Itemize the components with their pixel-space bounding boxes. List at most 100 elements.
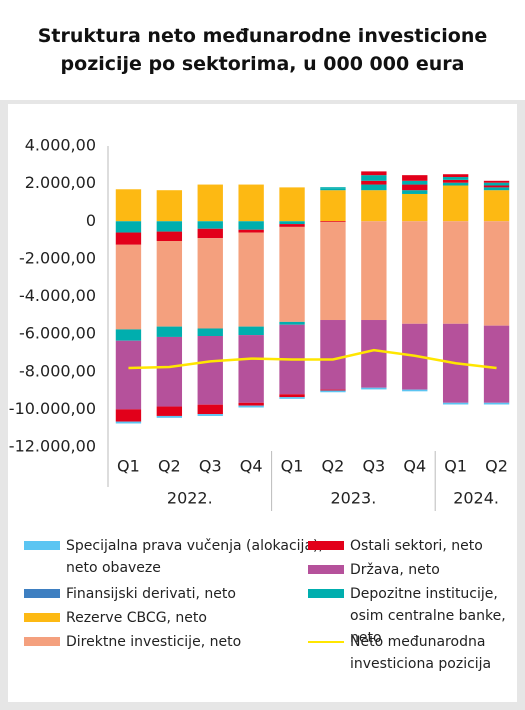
bar-segment [238,405,264,408]
bar-segment [156,326,183,337]
bar-segment [156,415,183,418]
bar-segment [483,180,510,183]
bar-segment [320,390,346,393]
y-tick-label: -2.000,00 [19,248,96,267]
bar-segment [402,175,428,181]
plot-panel: 4.000,00 2.000,00 0 -2.000,00 -4.000,00 -6.00… [8,104,517,702]
y-tick-label: 0 [86,211,96,230]
y-tick-label: -12.000,00 [9,437,96,456]
x-tick-label: Q1 [117,457,140,476]
x-tick-label: Q2 [158,457,181,476]
legend-label: Država, neto [350,562,440,578]
bar-segment [197,414,223,416]
bar-segment [361,320,387,388]
bar-segment [197,238,223,329]
legend-label: Ostali sektori, neto [350,538,483,554]
legend-label: Neto međunarodna investiciona pozicija [350,634,492,672]
bar-segment [402,190,428,194]
bar-segment [156,336,183,407]
legend-label: Direktne investicije, neto [66,634,242,650]
bar-segment [238,335,264,403]
x-tick-label: Q2 [485,457,508,476]
plot: 4.000,00 2.000,00 0 -2.000,00 -4.000,00 -6.00… [9,136,510,511]
bar-segment [402,180,428,185]
bar-segment [320,222,346,321]
y-tick-label: -10.000,00 [9,399,96,418]
bar-segment [238,184,264,222]
bar-segment [361,180,387,185]
bar-segment [402,221,428,324]
bar-segment [238,232,264,327]
legend-label: Rezerve CBCG, neto [66,610,207,626]
bar-segment [320,190,346,222]
bar-segment [279,397,305,399]
bar-segment [238,402,264,406]
bar-segment [115,409,142,422]
x-tick-label: Q1 [281,457,304,476]
bar-segment [156,406,183,416]
bar-segment [115,329,142,341]
x-tick-label: Q3 [199,457,222,476]
bar-segment [197,336,223,405]
bar-segment [402,184,428,191]
bar-segment [115,221,142,233]
x-tick-label: Q4 [240,457,263,476]
y-tick-label: -4.000,00 [19,286,96,305]
bar-segment [483,325,510,403]
legend-swatch [24,613,60,622]
bar-segment [442,221,469,324]
bar-segment [361,190,387,222]
line-series [128,348,497,370]
bar-segment [197,404,223,415]
bar-segment [361,221,387,321]
bar-segment [483,221,510,326]
x-tick-label: Q3 [362,457,385,476]
bar-segment [238,229,264,233]
bar-segment [156,221,183,232]
legend-swatch [24,589,60,598]
x-tick-label: Q1 [444,457,467,476]
bar-segment [238,326,264,336]
bar-segment [320,187,346,189]
bar-segment [279,187,305,222]
bar-segment [320,320,346,390]
bar-segment [115,421,142,424]
bar-segment [402,389,428,392]
group-label: 2024. [453,489,499,508]
chart-title: Struktura neto međunarodne investicione … [0,0,525,100]
bar-segment [320,221,346,223]
bar-segment [361,171,387,176]
bar-segment [361,175,387,181]
y-tick-label: -6.000,00 [19,324,96,343]
bar-segment [115,244,142,330]
bar-segment [483,182,510,186]
bar-segment [442,174,469,178]
bar-segment [197,228,223,239]
bar-segment [442,179,469,183]
bar-segment [442,402,469,405]
legend-swatch [308,641,344,643]
legend-swatch [308,589,344,598]
bar-segment [115,232,142,245]
bar-segment [279,321,305,325]
legend-swatch [24,541,60,550]
legend-label: Depozitne institucije, osim centralne ba… [350,586,506,646]
bar-segment [483,187,510,191]
legend-label: Finansijski derivati, neto [66,586,236,602]
bar-segment [361,387,387,390]
legend-swatch [308,565,344,574]
bar-segment [320,389,346,391]
legend-swatch [24,637,60,646]
bar-segment [156,241,183,327]
bar-segment [442,177,469,180]
x-tick-label: Q4 [403,457,426,476]
bar-segment [483,190,510,222]
bar-segment [238,221,264,230]
bar-segment [483,402,510,405]
group-label: 2022. [167,489,213,508]
bar-segment [402,193,428,222]
legend-swatch [308,541,344,550]
y-tick-label: -8.000,00 [19,361,96,380]
bar-segment [115,340,142,410]
